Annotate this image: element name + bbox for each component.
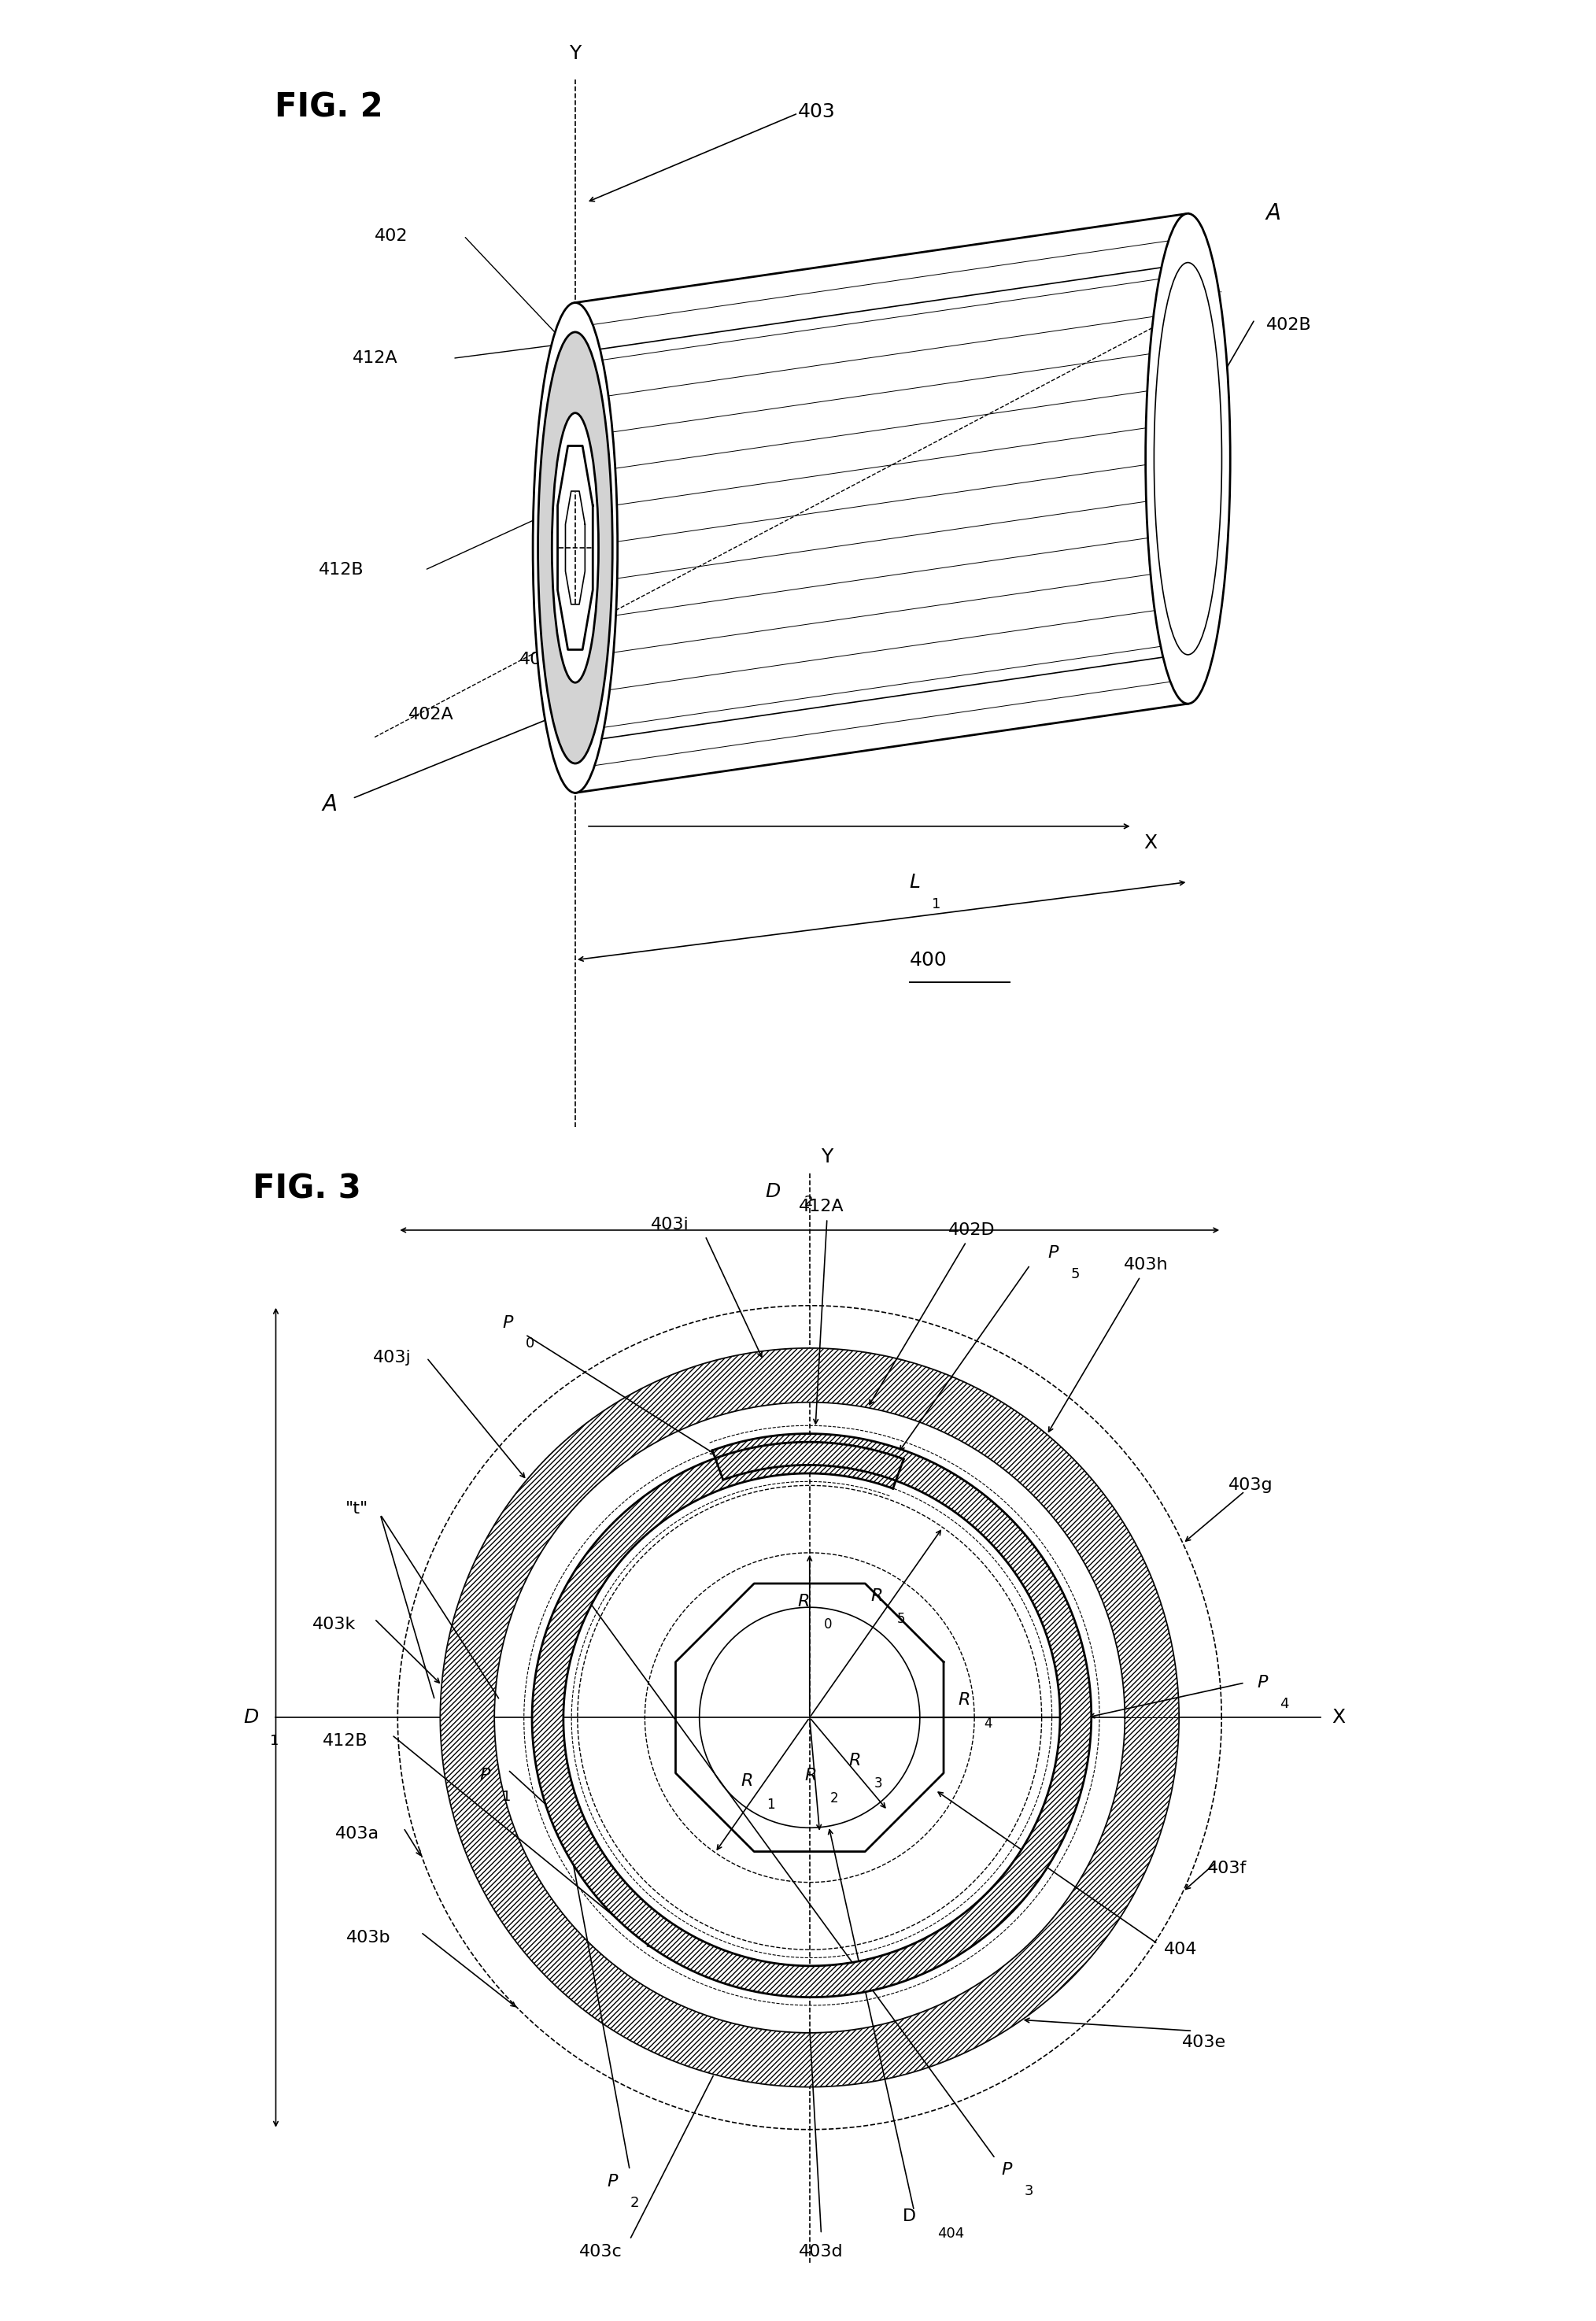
Text: 3: 3	[1025, 2184, 1033, 2198]
Text: 0: 0	[824, 1618, 832, 1632]
Text: 403e: 403e	[1183, 2036, 1226, 2049]
Text: FIG. 2: FIG. 2	[275, 91, 383, 123]
Text: 403h: 403h	[1124, 1258, 1168, 1272]
Text: R: R	[871, 1588, 883, 1604]
Ellipse shape	[1146, 214, 1231, 703]
Text: 412A: 412A	[353, 350, 397, 367]
Text: 5: 5	[897, 1611, 905, 1625]
Text: 403i: 403i	[651, 1216, 689, 1232]
Text: 403b: 403b	[346, 1931, 391, 1945]
Text: A: A	[322, 794, 338, 815]
Text: 1: 1	[270, 1734, 279, 1748]
Text: FIG. 3: FIG. 3	[252, 1172, 361, 1205]
Text: 403d: 403d	[800, 2244, 844, 2258]
Text: P: P	[1002, 2163, 1012, 2177]
Text: P: P	[479, 1769, 490, 1783]
Text: 402A: 402A	[409, 708, 453, 722]
Text: 403g: 403g	[1229, 1478, 1274, 1492]
Text: 412B: 412B	[322, 1734, 369, 1748]
Text: R: R	[798, 1595, 809, 1608]
Polygon shape	[531, 1434, 1092, 1998]
Text: 402D: 402D	[948, 1223, 996, 1237]
Text: Y: Y	[570, 44, 581, 63]
Text: 403j: 403j	[373, 1351, 412, 1365]
Text: L: L	[910, 873, 921, 891]
Text: D: D	[902, 2210, 916, 2224]
Text: 1: 1	[766, 1796, 776, 1810]
Text: X: X	[1331, 1708, 1345, 1727]
Text: Y: Y	[822, 1147, 833, 1165]
Text: 2: 2	[804, 1195, 812, 1209]
Text: 403c: 403c	[579, 2244, 622, 2258]
Text: 403: 403	[798, 102, 836, 121]
Text: "t": "t"	[346, 1502, 369, 1516]
Text: 402B: 402B	[1266, 318, 1312, 332]
Text: R: R	[741, 1773, 753, 1789]
Text: R: R	[849, 1752, 860, 1769]
Text: 403a: 403a	[335, 1827, 380, 1841]
Text: R: R	[958, 1692, 970, 1708]
Text: 400: 400	[910, 952, 946, 970]
Text: 1: 1	[503, 1789, 511, 1803]
Text: 404: 404	[520, 652, 552, 666]
Text: A: A	[1266, 202, 1282, 225]
Text: D: D	[243, 1708, 259, 1727]
Text: 403k: 403k	[313, 1618, 356, 1632]
Text: 2: 2	[630, 2196, 638, 2210]
Ellipse shape	[533, 302, 618, 794]
Text: 3: 3	[875, 1776, 883, 1792]
Text: P: P	[1258, 1676, 1267, 1690]
Text: X: X	[1143, 833, 1157, 852]
Text: P: P	[606, 2175, 618, 2189]
Text: D: D	[766, 1181, 780, 1200]
Text: P: P	[1049, 1246, 1058, 1260]
Text: 404: 404	[1163, 1943, 1197, 1957]
Text: 2: 2	[830, 1792, 838, 1806]
Text: 5: 5	[1071, 1267, 1080, 1281]
Text: 403f: 403f	[1208, 1861, 1246, 1875]
Text: 1: 1	[932, 898, 940, 912]
Ellipse shape	[552, 413, 598, 682]
Text: 402: 402	[375, 227, 409, 244]
Ellipse shape	[538, 332, 613, 764]
Text: 0: 0	[525, 1337, 535, 1351]
Polygon shape	[440, 1349, 1178, 2087]
Text: R: R	[804, 1769, 817, 1783]
Text: P: P	[503, 1316, 514, 1330]
Text: 412A: 412A	[798, 1200, 844, 1214]
Text: 4: 4	[983, 1715, 993, 1731]
Text: 4: 4	[1280, 1697, 1288, 1711]
Text: 412B: 412B	[319, 562, 364, 578]
Text: 404: 404	[937, 2226, 964, 2242]
